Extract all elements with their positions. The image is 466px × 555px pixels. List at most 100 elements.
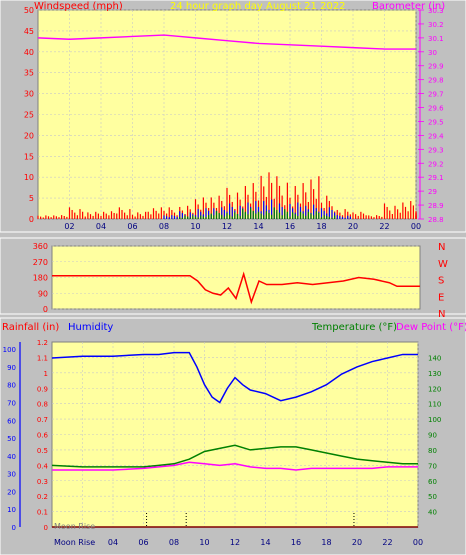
y-tick-right-label: 29.8 <box>428 77 444 85</box>
series-humidity <box>51 351 418 404</box>
temp-tick-label: 130 <box>428 370 441 378</box>
x-tick-label: 02 <box>64 222 74 231</box>
rain-tick-label: 0.6 <box>37 432 49 440</box>
y-tick-left-label: 30 <box>24 90 34 99</box>
y-tick-right-label: 30 <box>428 49 437 57</box>
temp-tick-label: 110 <box>428 401 441 409</box>
temp-tick-label: 100 <box>428 416 441 424</box>
y-tick-right-label: 29.5 <box>428 118 444 126</box>
humidity-tick-label: 70 <box>7 399 16 407</box>
y-tick-right-label: 29.9 <box>428 63 444 71</box>
humidity-tick-label: 0 <box>12 524 16 532</box>
y-tick-right-label: 29.6 <box>428 105 444 113</box>
panel1-right-axis-title: Barometer (in) <box>372 1 445 12</box>
y-tick-right-label: 29.4 <box>428 132 444 140</box>
compass-label: N <box>438 309 445 320</box>
x-tick-label: 04 <box>108 538 118 547</box>
x-tick-label: 06 <box>127 222 137 231</box>
rainfall-axis-title: Rainfall (in) <box>2 322 59 333</box>
y-tick-left-label: 40 <box>24 48 34 57</box>
x-tick-label: 12 <box>222 222 232 231</box>
y-tick-left-label: 0 <box>29 215 34 224</box>
x-tick-label: 20 <box>352 538 362 547</box>
temp-tick-label: 120 <box>428 385 441 393</box>
series-dew-point <box>52 461 418 471</box>
compass-label: N <box>438 242 445 253</box>
rain-tick-label: 0 <box>44 524 48 532</box>
y-tick-label: 270 <box>33 258 48 267</box>
x-tick-label: 22 <box>379 222 389 231</box>
humidity-tick-label: 60 <box>7 417 16 425</box>
x-tick-label: 14 <box>260 538 270 547</box>
x-tick-label: 08 <box>159 222 169 231</box>
temp-tick-label: 50 <box>428 493 437 501</box>
x-tick-label: 16 <box>285 222 295 231</box>
rain-tick-label: 1 <box>44 370 48 378</box>
y-tick-right-label: 29.1 <box>428 174 444 182</box>
y-tick-label: 0 <box>43 305 48 314</box>
x-tick-label: 06 <box>138 538 148 547</box>
x-tick-label: 22 <box>382 538 392 547</box>
x-tick-label: 08 <box>169 538 179 547</box>
y-tick-right-label: 29.3 <box>428 146 444 154</box>
temperature-axis-title: Temperature (°F) <box>311 322 397 333</box>
wind-direction-line <box>52 271 420 305</box>
x-tick-label: 18 <box>321 538 331 547</box>
rain-tick-label: 0.5 <box>37 447 48 455</box>
x-tick-label: 16 <box>291 538 301 547</box>
rain-tick-label: 0.4 <box>37 462 49 470</box>
y-tick-left-label: 50 <box>24 6 34 15</box>
rain-tick-label: 0.3 <box>37 478 48 486</box>
y-tick-left-label: 25 <box>24 111 34 120</box>
barometer-line <box>37 34 416 50</box>
compass-label: S <box>438 276 444 287</box>
temp-tick-label: 140 <box>428 354 441 362</box>
rain-tick-label: 1.2 <box>37 339 48 347</box>
humidity-tick-label: 10 <box>7 506 16 514</box>
y-tick-left-label: 35 <box>24 69 34 78</box>
chart-title: 24 hour graph day August 21 2022 <box>170 1 346 12</box>
x-tick-label: 04 <box>96 222 106 231</box>
rain-tick-label: 1.1 <box>37 354 48 362</box>
humidity-tick-label: 30 <box>7 471 16 479</box>
y-tick-left-label: 20 <box>24 131 34 140</box>
temp-tick-label: 70 <box>428 462 437 470</box>
y-tick-right-label: 29.7 <box>428 91 444 99</box>
rain-tick-label: 0.1 <box>37 509 48 517</box>
moon-rise-label: Moon Rise <box>54 538 95 547</box>
humidity-tick-label: 20 <box>7 488 16 496</box>
humidity-tick-label: 90 <box>7 364 16 372</box>
x-tick-label: 12 <box>230 538 240 547</box>
y-tick-right-label: 30.3 <box>428 7 444 15</box>
y-tick-left-label: 5 <box>29 194 34 203</box>
humidity-tick-label: 40 <box>7 453 16 461</box>
x-tick-label: 00 <box>413 538 423 547</box>
rain-tick-label: 0.7 <box>37 416 48 424</box>
x-tick-label: 10 <box>190 222 200 231</box>
compass-label: E <box>438 292 444 303</box>
y-tick-label: 180 <box>33 274 48 283</box>
y-tick-right-label: 28.8 <box>428 216 444 224</box>
y-tick-right-label: 29 <box>428 188 437 196</box>
y-tick-left-label: 10 <box>24 173 34 182</box>
humidity-axis-title: Humidity <box>68 322 113 333</box>
rain-tick-label: 0.2 <box>37 493 48 501</box>
y-tick-label: 90 <box>38 289 48 298</box>
y-tick-left-label: 15 <box>24 152 34 161</box>
humidity-tick-label: 50 <box>7 435 16 443</box>
y-tick-left-label: 45 <box>24 27 34 36</box>
y-tick-right-label: 28.9 <box>428 202 444 210</box>
y-tick-right-label: 29.2 <box>428 160 444 168</box>
rain-tick-label: 0.8 <box>37 401 48 409</box>
y-tick-label: 360 <box>33 242 48 251</box>
series-temperature <box>51 444 418 468</box>
compass-label: W <box>438 259 448 270</box>
x-tick-label: 18 <box>316 222 326 231</box>
humidity-tick-label: 80 <box>7 382 16 390</box>
x-tick-label: 00 <box>411 222 421 231</box>
temp-tick-label: 60 <box>428 478 437 486</box>
panel1-left-axis-title: Windspeed (mph) <box>34 1 123 12</box>
temp-tick-label: 80 <box>428 447 437 455</box>
